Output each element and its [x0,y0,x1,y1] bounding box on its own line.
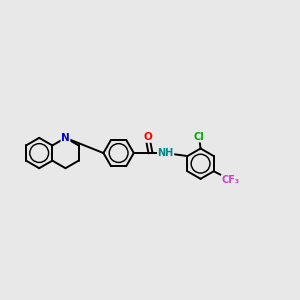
Text: N: N [61,133,70,143]
Text: NH: NH [158,148,174,158]
Text: O: O [143,132,152,142]
Text: CF₃: CF₃ [221,175,239,185]
Text: Cl: Cl [194,132,204,142]
